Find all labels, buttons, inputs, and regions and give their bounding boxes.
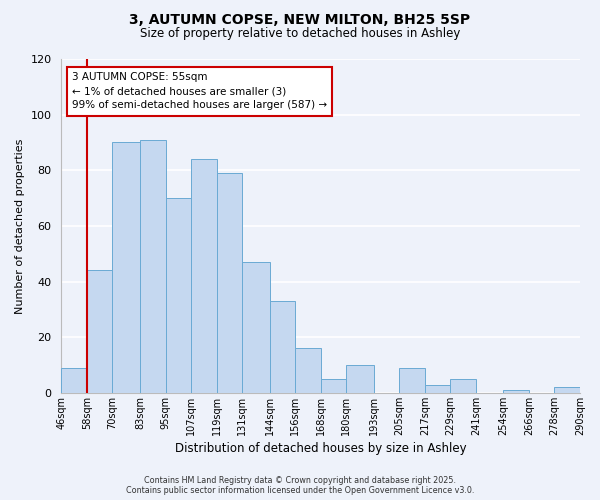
Bar [295, 348, 321, 393]
Bar [425, 384, 451, 393]
Bar [503, 390, 529, 393]
Text: Contains HM Land Registry data © Crown copyright and database right 2025.
Contai: Contains HM Land Registry data © Crown c… [126, 476, 474, 495]
Bar [217, 173, 242, 393]
Bar [166, 198, 191, 393]
Bar [87, 270, 112, 393]
Bar [554, 388, 580, 393]
Bar [451, 379, 476, 393]
Y-axis label: Number of detached properties: Number of detached properties [15, 138, 25, 314]
Bar [191, 159, 217, 393]
Bar [269, 301, 295, 393]
Text: 3, AUTUMN COPSE, NEW MILTON, BH25 5SP: 3, AUTUMN COPSE, NEW MILTON, BH25 5SP [130, 12, 470, 26]
Bar [112, 142, 140, 393]
Bar [400, 368, 425, 393]
Text: Size of property relative to detached houses in Ashley: Size of property relative to detached ho… [140, 28, 460, 40]
Bar [346, 365, 374, 393]
Bar [140, 140, 166, 393]
X-axis label: Distribution of detached houses by size in Ashley: Distribution of detached houses by size … [175, 442, 467, 455]
Bar [242, 262, 269, 393]
Bar [61, 368, 87, 393]
Text: 3 AUTUMN COPSE: 55sqm
← 1% of detached houses are smaller (3)
99% of semi-detach: 3 AUTUMN COPSE: 55sqm ← 1% of detached h… [72, 72, 327, 110]
Bar [321, 379, 346, 393]
